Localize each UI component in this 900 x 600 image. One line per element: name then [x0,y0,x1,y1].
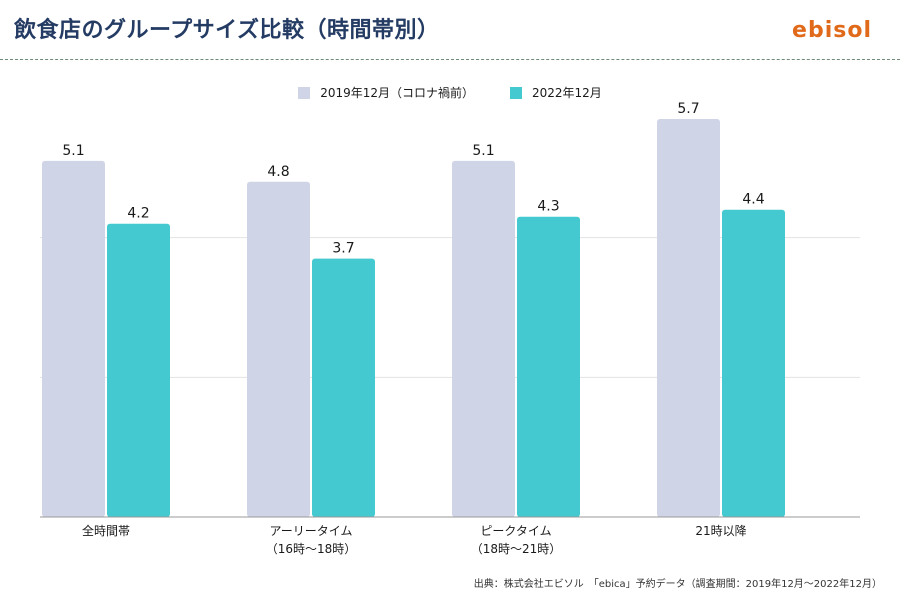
bar-2022-1 [312,258,375,517]
bar-2019-1 [247,181,310,518]
bar-2019-0 [42,160,105,517]
data-label-0-3: 5.7 [677,101,699,117]
bar-2019-3 [657,118,720,517]
data-label-1-0: 4.2 [127,206,149,222]
bar-2022-0 [107,223,170,517]
legend-item-2019: 2019年12月（コロナ禍前） [298,84,474,101]
legend-label-2019: 2019年12月（コロナ禍前） [320,86,474,100]
data-label-0-1: 4.8 [267,164,289,180]
bar-2022-2 [517,216,580,517]
data-label-1-2: 4.3 [537,199,559,215]
category-label-3-0: 21時以降 [695,524,746,538]
bar-2022-3 [722,209,785,517]
brand-logo: ebisol [792,18,872,43]
legend-swatch-2022 [510,86,522,99]
data-label-0-2: 5.1 [472,143,494,159]
legend-swatch-2019 [298,86,311,99]
data-label-1-1: 3.7 [332,241,354,257]
header-divider [0,59,900,60]
chart-legend: 2019年12月（コロナ禍前） 2022年12月 [0,84,900,101]
category-label-1-0: アーリータイム [269,524,352,538]
category-label-1-1: （16時〜18時） [266,542,357,556]
page-title: 飲食店のグループサイズ比較（時間帯別） [14,18,440,43]
category-label-2-0: ピークタイム [480,524,551,538]
legend-item-2022: 2022年12月 [510,84,602,101]
data-label-1-3: 4.4 [742,192,764,208]
source-note: 出典：株式会社エビソル 「ebica」予約データ（調査期間：2019年12月〜2… [473,579,882,590]
category-label-2-1: （18時〜21時） [471,542,562,556]
bar-2019-2 [452,160,515,517]
legend-label-2022: 2022年12月 [532,86,602,100]
data-label-0-0: 5.1 [62,143,84,159]
category-label-0-0: 全時間帯 [82,523,130,538]
